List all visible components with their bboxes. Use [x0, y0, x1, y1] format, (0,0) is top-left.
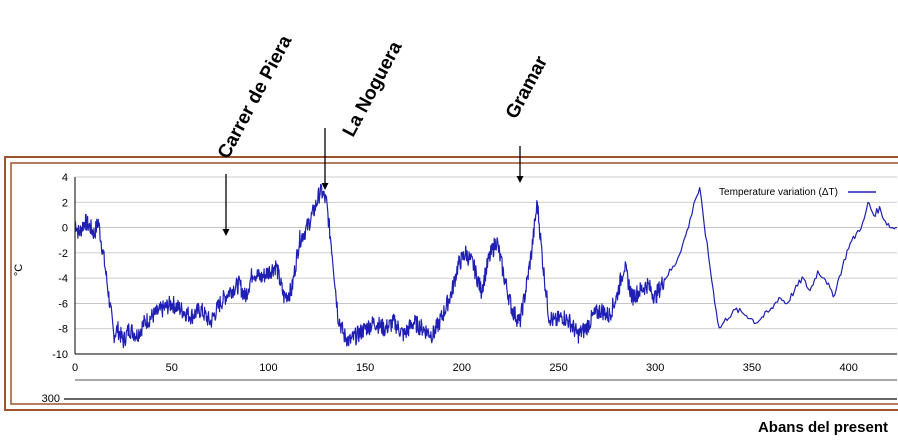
y-tick-labels: 4 2 0 -2 -4 -6 -8 -10 [52, 172, 68, 361]
temperature-series-line [74, 184, 898, 349]
footer-label: Abans del present [758, 419, 888, 436]
x-tick-label: 400 [839, 362, 857, 374]
y-tick-label: -6 [58, 298, 68, 310]
y-tick-label: -2 [58, 248, 68, 260]
annotation-arrow-head [222, 229, 230, 236]
x-tick-label: 250 [549, 362, 567, 374]
annotation-arrow-head [516, 176, 524, 183]
x-tick-label: 350 [743, 362, 761, 374]
y-tick-label: 4 [62, 172, 68, 184]
y-tick-label: -8 [58, 324, 68, 336]
inner-frame [10, 162, 898, 405]
second-panel-tick-label: 300 [42, 393, 60, 405]
y-tick-label: -4 [58, 273, 68, 285]
x-tick-label: 50 [166, 362, 178, 374]
x-tick-label: 150 [356, 362, 374, 374]
x-tick-labels: 0 50 100 150 200 250 300 350 400 [72, 362, 858, 374]
outer-frame [4, 156, 898, 411]
legend-label: Temperature variation (ΔT) [719, 187, 838, 198]
y-tick-label: 0 [62, 223, 68, 235]
y-axis-label: °C [13, 264, 25, 276]
x-tick-label: 100 [259, 362, 277, 374]
annotation-label: Gramar [502, 52, 553, 122]
legend: Temperature variation (ΔT) [719, 187, 876, 198]
annotation-0: Carrer de Piera [214, 32, 297, 236]
annotation-label: La Noguera [339, 38, 407, 141]
annotation-label: Carrer de Piera [214, 32, 297, 163]
x-tick-label: 200 [453, 362, 471, 374]
grid [75, 176, 897, 355]
annotation-arrow-head [321, 183, 329, 190]
annotation-1: La Noguera [321, 38, 407, 190]
y-tick-label: 2 [62, 197, 68, 209]
y-tick-label: -10 [52, 349, 68, 361]
x-tick-label: 300 [646, 362, 664, 374]
x-tick-label: 0 [72, 362, 78, 374]
annotations: Carrer de Piera La Noguera Gramar [214, 32, 553, 236]
